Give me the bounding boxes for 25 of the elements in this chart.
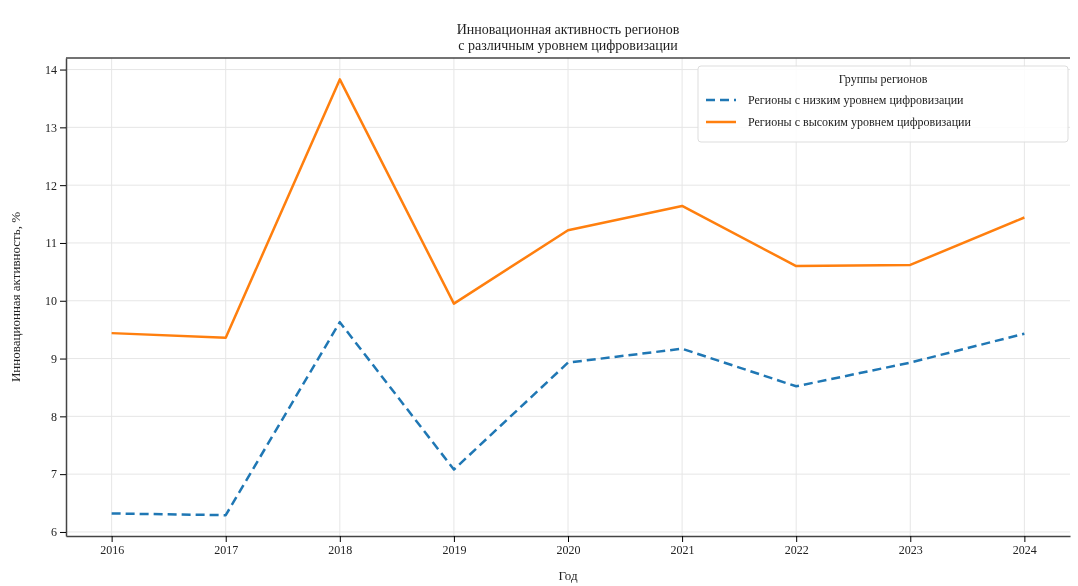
y-tick-label: 8 <box>51 409 57 424</box>
x-tick-label: 2019 <box>442 542 467 557</box>
x-tick-label: 2016 <box>100 542 125 557</box>
x-axis-title: Год <box>558 568 578 583</box>
y-tick-label: 12 <box>45 178 57 193</box>
chart-title: Инновационная активность регионов с различным уровнем цифровизации <box>456 22 680 53</box>
y-tick-label: 10 <box>45 294 57 309</box>
x-tick-label: 2021 <box>670 542 695 557</box>
y-axis-title: Инновационная активность, % <box>8 211 23 383</box>
x-tick-label: 2017 <box>214 542 239 557</box>
y-tick-label: 13 <box>45 120 57 135</box>
x-tick-label: 2018 <box>328 542 353 557</box>
legend-label: Регионы с высоким уровнем цифровизации <box>748 115 972 129</box>
x-tick-label: 2024 <box>1012 542 1037 557</box>
y-tick-label: 9 <box>51 351 57 366</box>
legend-title: Группы регионов <box>838 72 928 86</box>
y-tick-label: 6 <box>51 525 57 540</box>
y-tick-label: 14 <box>45 62 57 77</box>
line-series <box>110 320 1026 517</box>
legend-label: Регионы с низким уровнем цифровизации <box>748 93 965 107</box>
x-tick-label: 2020 <box>556 542 581 557</box>
y-tick-label: 11 <box>45 236 57 251</box>
x-tick-label: 2023 <box>898 542 923 557</box>
y-tick-label: 7 <box>51 467 57 482</box>
x-tick-label: 2022 <box>784 542 809 557</box>
